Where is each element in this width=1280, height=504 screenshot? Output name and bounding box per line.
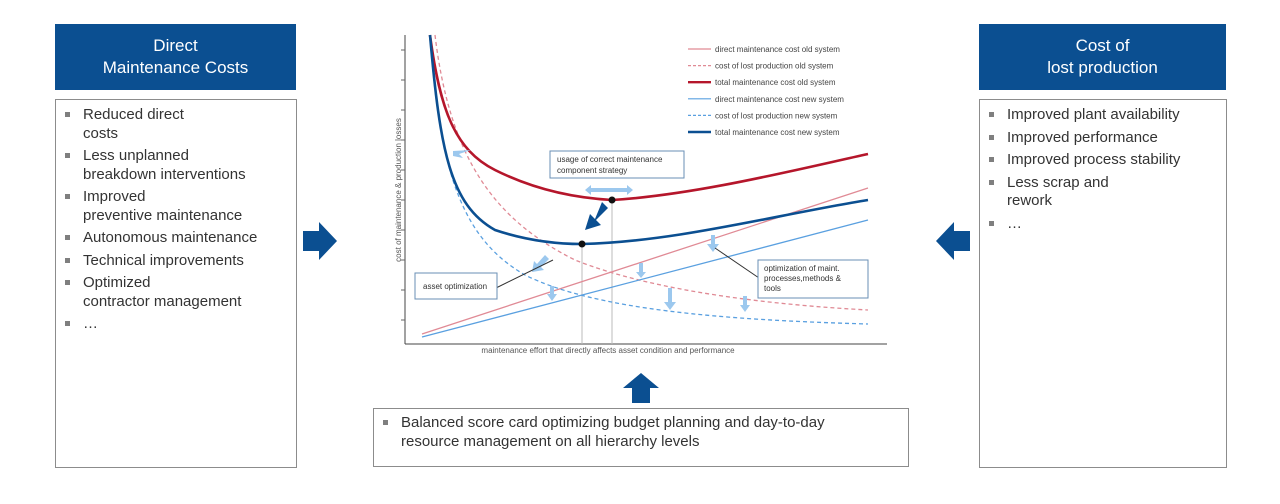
list-item: Autonomous maintenance: [56, 229, 296, 248]
callout-optimization: optimization of maint. processes,methods…: [757, 259, 869, 299]
callout-asset-text: asset optimization: [423, 282, 487, 291]
left-arrow-icon: [936, 222, 970, 260]
legend-label: direct maintenance cost old system: [715, 45, 840, 54]
direct-maintenance-costs-list: Reduced direct costs Less unplanned break…: [56, 106, 296, 334]
callout-asset-connector: [495, 259, 554, 289]
double-arrow-icon: [585, 185, 633, 195]
list-item: Improved process stability: [980, 151, 1226, 170]
list-item: Reduced direct costs: [56, 106, 296, 143]
balanced-score-card-list: Balanced score card optimizing budget pl…: [374, 414, 908, 451]
list-item: Optimized contractor management: [56, 274, 296, 311]
callout-strategy-line1: usage of correct maintenance: [557, 155, 663, 164]
legend-label: total maintenance cost old system: [715, 78, 836, 87]
legend-label: cost of lost production old system: [715, 62, 834, 71]
callout-asset: asset optimization: [414, 272, 498, 300]
list-item: …: [56, 315, 296, 334]
y-ticks: [401, 49, 405, 321]
right-arrow-icon: [303, 222, 337, 260]
list-item: Improved preventive maintenance: [56, 188, 296, 225]
list-item: Improved performance: [980, 129, 1226, 148]
legend: direct maintenance cost old system cost o…: [688, 45, 844, 137]
legend-label: cost of lost production new system: [715, 111, 838, 120]
up-arrow-icon: [623, 373, 659, 403]
maintenance-cost-diagram: cost of maintenance & production losses …: [395, 34, 887, 355]
curve-direct-cost-new: [421, 219, 869, 338]
list-item: Improved plant availability: [980, 106, 1226, 125]
callout-optimization-connector: [714, 247, 760, 279]
balanced-score-card-box: Balanced score card optimizing budget pl…: [373, 408, 909, 467]
optimum-point-new: [578, 240, 586, 248]
direct-maintenance-costs-title: Direct Maintenance Costs: [102, 36, 249, 77]
legend-label: total maintenance cost new system: [715, 128, 840, 137]
x-axis-label: maintenance effort that directly affects…: [481, 346, 735, 355]
curve-total-new: [428, 34, 869, 246]
shift-arrows: [453, 150, 750, 312]
curve-total-old: [428, 34, 869, 202]
callout-optimization-line3: tools: [764, 284, 781, 293]
cost-of-lost-production-title: Cost of lost production: [1047, 36, 1158, 77]
list-item: Less scrap and rework: [980, 174, 1226, 211]
callout-strategy: usage of correct maintenance component s…: [549, 150, 685, 179]
direct-maintenance-costs-header: Direct Maintenance Costs: [55, 24, 296, 90]
y-axis-label: cost of maintenance & production losses: [395, 118, 403, 262]
legend-label: direct maintenance cost new system: [715, 95, 844, 104]
list-item: Balanced score card optimizing budget pl…: [374, 414, 908, 451]
list-item: Technical improvements: [56, 252, 296, 271]
optimum-point-old: [608, 196, 616, 204]
cost-of-lost-production-list: Improved plant availability Improved perf…: [980, 106, 1226, 233]
list-item: Less unplanned breakdown interventions: [56, 147, 296, 184]
cost-of-lost-production-header: Cost of lost production: [979, 24, 1226, 90]
callout-strategy-line2: component strategy: [557, 166, 627, 175]
strategy-arrow-icon: [585, 202, 608, 230]
cost-of-lost-production-box: Improved plant availability Improved perf…: [979, 99, 1227, 468]
list-item: …: [980, 215, 1226, 234]
callout-optimization-line2: processes,methods &: [764, 274, 842, 283]
callout-optimization-line1: optimization of maint.: [764, 264, 840, 273]
direct-maintenance-costs-box: Reduced direct costs Less unplanned break…: [55, 99, 297, 468]
